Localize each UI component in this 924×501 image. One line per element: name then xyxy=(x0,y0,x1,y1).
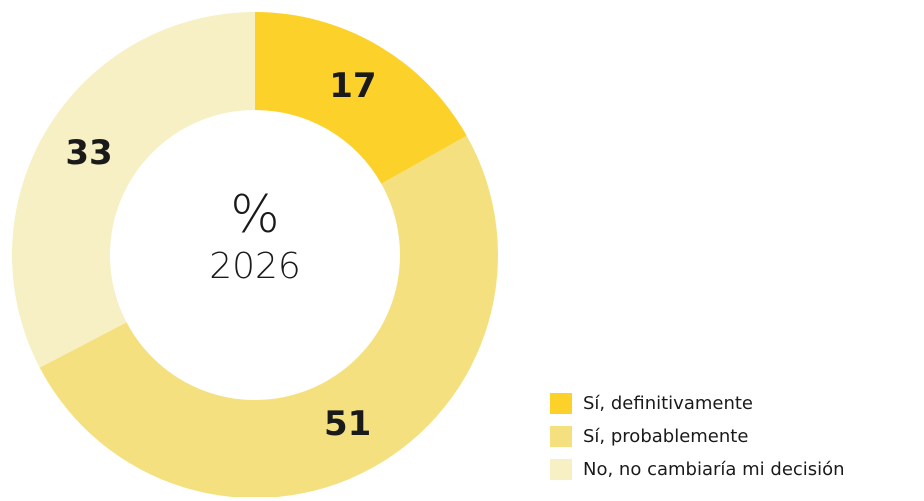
legend-swatch xyxy=(550,426,572,447)
legend-label: Sí, probablemente xyxy=(583,426,748,447)
legend-swatch xyxy=(550,459,572,480)
value-label: 51 xyxy=(324,404,371,444)
value-label: 33 xyxy=(65,133,112,173)
value-label: 17 xyxy=(329,66,376,106)
donut-segment xyxy=(39,135,499,499)
legend-label: No, no cambiaría mi decisión xyxy=(583,459,845,480)
center-subtitle: 2026 xyxy=(209,246,301,287)
donut-segment xyxy=(12,12,255,368)
legend-label: Sí, definitivamente xyxy=(583,393,753,414)
legend-swatch xyxy=(550,393,572,414)
center-title: % xyxy=(230,185,279,245)
donut-segment xyxy=(255,12,467,184)
